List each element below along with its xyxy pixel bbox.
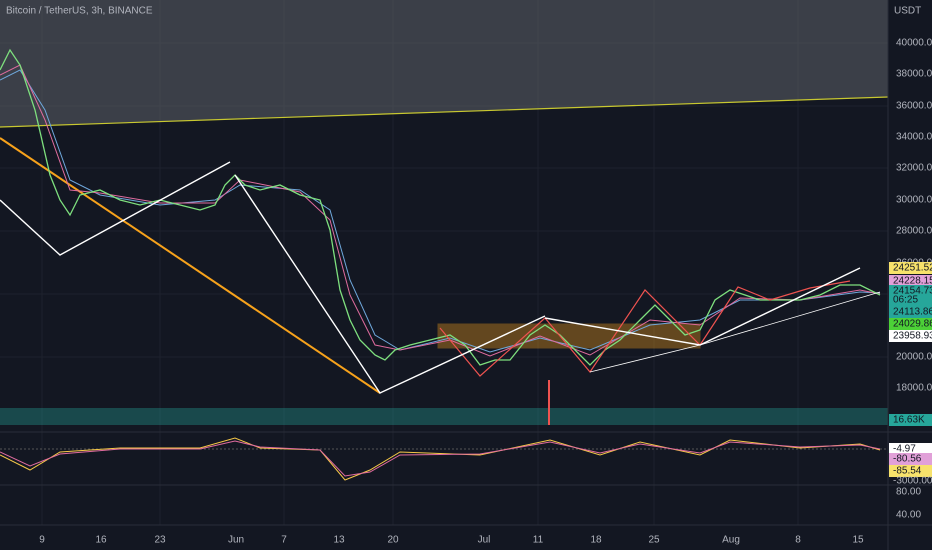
- price-label: 20000.00: [896, 352, 932, 363]
- time-label: 18: [590, 535, 602, 546]
- currency: USDT: [894, 6, 921, 17]
- time-label: 9: [39, 535, 45, 546]
- time-label: 15: [852, 535, 864, 546]
- price-tag-bg: [889, 330, 932, 342]
- trend-line: [0, 137, 381, 394]
- volume-tag-bg: [889, 414, 932, 426]
- time-label: 25: [648, 535, 660, 546]
- price-tag-bg: [889, 294, 932, 306]
- oscillator-tag-bg: [889, 453, 932, 465]
- price-label: 28000.00: [896, 226, 932, 237]
- price-line: [0, 48, 881, 366]
- price-tag: 24251.52: [893, 263, 932, 274]
- rsi-label: 40.00: [896, 510, 921, 521]
- time-label: 20: [387, 535, 399, 546]
- price-tag-bg: [889, 262, 932, 274]
- arrows: [0, 161, 881, 394]
- price-label: 36000.00: [896, 101, 932, 112]
- shaded-zone: [0, 0, 888, 127]
- oscillator: [0, 437, 881, 481]
- price-label: 32000.00: [896, 163, 932, 174]
- oscillator-tag: -4.97: [893, 444, 916, 455]
- time-label: 23: [154, 535, 166, 546]
- price-tag-bg: [889, 275, 932, 287]
- oscillator-tag: -80.56: [893, 454, 922, 465]
- oscillator-tag-bg: [889, 465, 932, 477]
- oscillator-signal: [0, 440, 881, 477]
- time-label: 8: [795, 535, 801, 546]
- oscillator-tag: -85.54: [893, 466, 922, 477]
- time-label: Aug: [722, 535, 740, 546]
- rsi-label: 80.00: [896, 487, 921, 498]
- zigzag: [439, 280, 851, 377]
- symbol-title[interactable]: Bitcoin / TetherUS, 3h, BINANCE: [6, 6, 153, 17]
- price-tag: 24154.73: [893, 286, 932, 297]
- price-tag: 06:25: [893, 295, 918, 306]
- price-tag: 24228.15: [893, 276, 932, 287]
- oscillator-label: -3000.00: [893, 476, 932, 487]
- price-tag: 24029.86: [893, 319, 932, 330]
- oscillator-tag-bg: [889, 443, 932, 455]
- time-label: Jun: [228, 535, 244, 546]
- trend-line: [0, 96, 889, 128]
- time-label: 13: [333, 535, 345, 546]
- price-tag: 23958.93: [893, 331, 932, 342]
- volume-tag: 16.63K: [893, 415, 925, 426]
- price-label: 40000.00: [896, 38, 932, 49]
- time-label: 16: [95, 535, 107, 546]
- time-label: 11: [533, 535, 544, 546]
- volume-bars: [0, 380, 888, 425]
- price-label: 38000.00: [896, 69, 932, 80]
- time-label: Jul: [478, 535, 491, 546]
- price-tag-bg: [889, 318, 932, 330]
- price-tag: 24113.86: [893, 307, 932, 318]
- price-label: 30000.00: [896, 195, 932, 206]
- price-label: 18000.00: [896, 383, 932, 394]
- time-label: 7: [281, 535, 287, 546]
- price-label: 34000.00: [896, 132, 932, 143]
- price-tag-bg: [889, 306, 932, 318]
